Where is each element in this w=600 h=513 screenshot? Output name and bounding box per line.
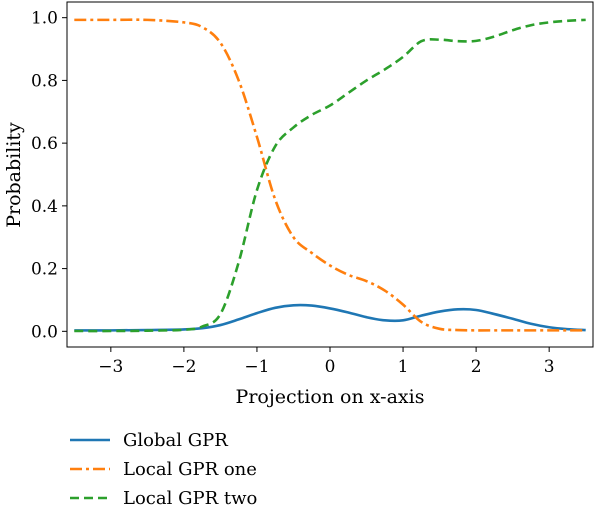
y-axis-title: Probability <box>3 122 25 228</box>
y-axis: 0.0 0.2 0.4 0.6 0.8 1.0 <box>31 9 67 342</box>
x-tick-label: −3 <box>98 357 123 377</box>
series-line-2 <box>74 18 586 332</box>
y-tick-label: 0.4 <box>31 197 58 217</box>
x-tick-label: −1 <box>244 357 269 377</box>
series-line-3 <box>74 18 586 333</box>
x-tick-label: −2 <box>171 357 196 377</box>
y-tick-label: 0.6 <box>31 134 58 154</box>
x-axis-title: Projection on x-axis <box>236 386 425 408</box>
x-tick-label: 0 <box>325 357 336 377</box>
plot-frame <box>66 1 594 348</box>
series-line-1 <box>74 303 586 332</box>
y-tick-label: 0.2 <box>31 260 58 280</box>
y-tick-label: 1.0 <box>31 9 58 29</box>
x-tick-label: 1 <box>398 357 409 377</box>
y-tick-label: 0.0 <box>31 322 58 342</box>
legend-label-3: Local GPR two <box>123 488 257 509</box>
legend-label-2: Local GPR one <box>123 459 257 480</box>
x-tick-label: 3 <box>544 357 555 377</box>
legend: Global GPR Local GPR one Local GPR two <box>70 430 257 509</box>
x-tick-label: 2 <box>471 357 482 377</box>
legend-label-1: Global GPR <box>123 430 228 451</box>
series-layer <box>74 18 586 333</box>
x-axis: −3 −2 −1 0 1 2 3 <box>98 347 555 377</box>
y-tick-label: 0.8 <box>31 71 58 91</box>
